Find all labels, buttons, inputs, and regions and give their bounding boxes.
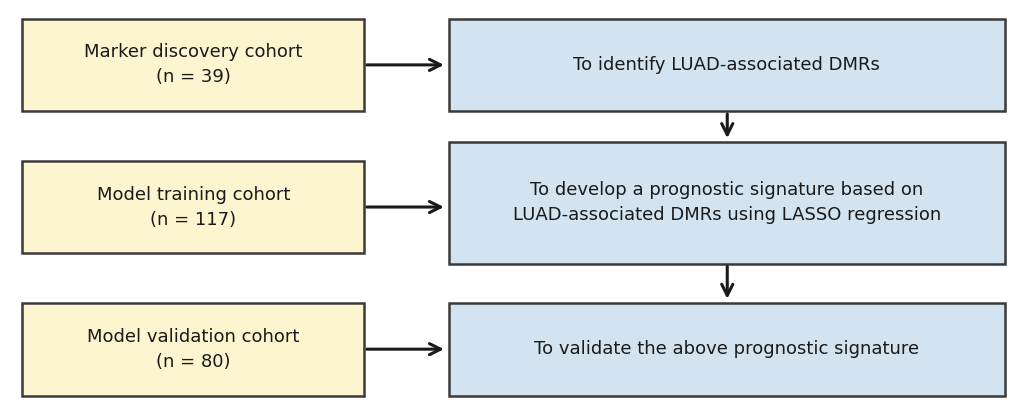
Text: To identify LUAD-associated DMRs: To identify LUAD-associated DMRs: [573, 56, 879, 74]
Text: Model validation cohort
(n = 80): Model validation cohort (n = 80): [87, 328, 300, 371]
FancyBboxPatch shape: [448, 142, 1004, 264]
FancyBboxPatch shape: [22, 303, 364, 396]
Text: To develop a prognostic signature based on
LUAD-associated DMRs using LASSO regr: To develop a prognostic signature based …: [513, 181, 940, 225]
FancyBboxPatch shape: [22, 19, 364, 111]
FancyBboxPatch shape: [448, 19, 1004, 111]
Text: To validate the above prognostic signature: To validate the above prognostic signatu…: [534, 340, 918, 358]
FancyBboxPatch shape: [22, 161, 364, 253]
Text: Model training cohort
(n = 117): Model training cohort (n = 117): [97, 185, 289, 229]
FancyBboxPatch shape: [448, 303, 1004, 396]
Text: Marker discovery cohort
(n = 39): Marker discovery cohort (n = 39): [84, 43, 303, 87]
